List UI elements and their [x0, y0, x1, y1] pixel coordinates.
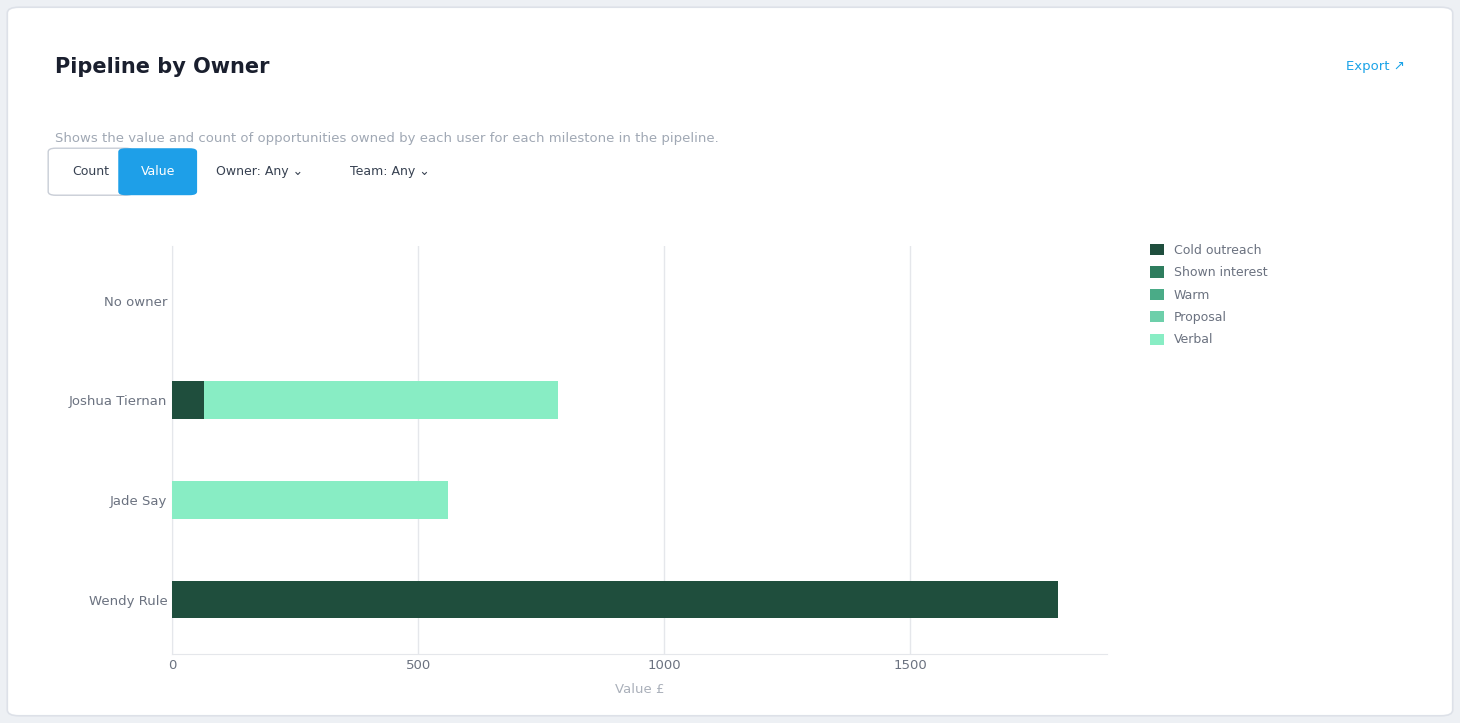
Text: Team: Any ⌄: Team: Any ⌄ [350, 166, 431, 178]
Text: Value: Value [140, 166, 175, 178]
Bar [172, 581, 1057, 618]
Bar [204, 381, 558, 419]
Text: Count: Count [72, 166, 110, 178]
Text: Owner: Any ⌄: Owner: Any ⌄ [216, 166, 304, 178]
X-axis label: Value £: Value £ [615, 683, 664, 696]
Legend: Cold outreach, Shown interest, Warm, Proposal, Verbal: Cold outreach, Shown interest, Warm, Pro… [1150, 244, 1267, 346]
Text: Shows the value and count of opportunities owned by each user for each milestone: Shows the value and count of opportuniti… [55, 132, 720, 145]
Text: Pipeline by Owner: Pipeline by Owner [55, 56, 270, 77]
Bar [172, 381, 204, 419]
Bar [172, 481, 448, 519]
Text: Export ↗: Export ↗ [1346, 60, 1405, 73]
